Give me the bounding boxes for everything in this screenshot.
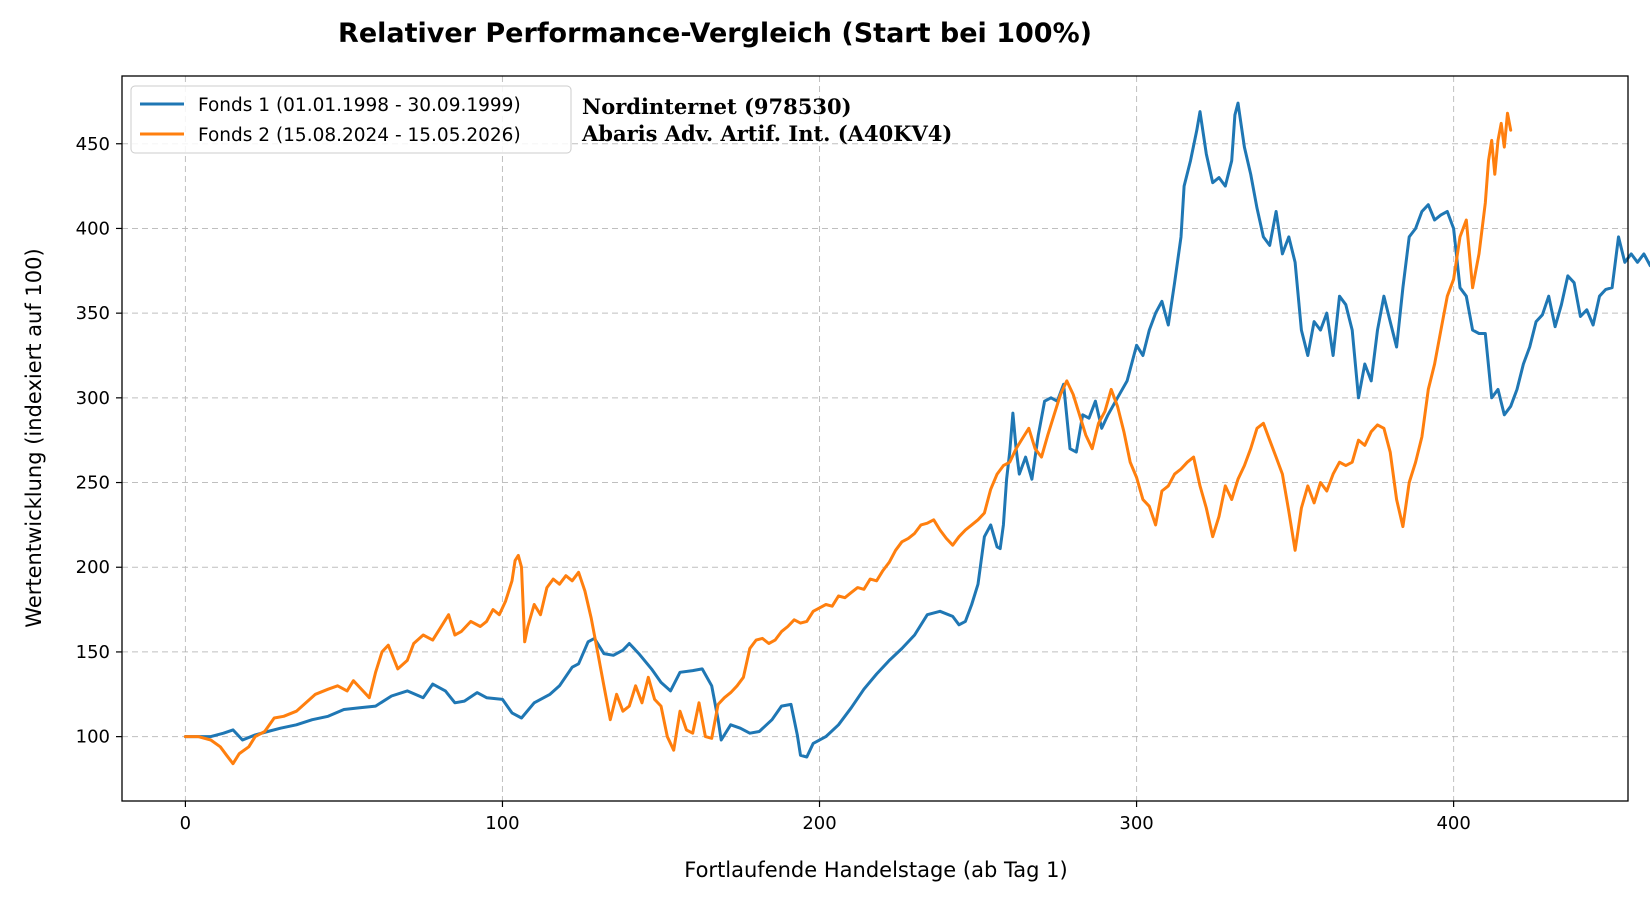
series-line-fonds-2 xyxy=(183,111,1513,766)
grid xyxy=(122,76,1628,801)
series-lines xyxy=(183,101,1650,766)
plot-frame xyxy=(121,75,1629,802)
y-tick-label: 350 xyxy=(76,303,110,324)
x-tick-label: 0 xyxy=(180,813,191,834)
x-axis-ticks: 0 100 200 300 400 xyxy=(180,801,1471,834)
legend: Fonds 1 (01.01.1998 - 30.09.1999) Fonds … xyxy=(130,85,572,154)
series-line-fonds-1 xyxy=(183,101,1650,759)
x-tick-label: 100 xyxy=(485,813,519,834)
x-axis-label: Fortlaufende Handelstage (ab Tag 1) xyxy=(684,858,1067,882)
y-tick-label: 100 xyxy=(76,727,110,748)
legend-label-fonds-2: Fonds 2 (15.08.2024 - 15.05.2026) xyxy=(198,125,521,146)
y-tick-label: 150 xyxy=(76,642,110,663)
chart-title: Relativer Performance-Vergleich (Start b… xyxy=(338,18,1092,49)
legend-box xyxy=(130,85,572,154)
x-tick-label: 300 xyxy=(1119,813,1153,834)
y-axis-label: Wertentwicklung (indexiert auf 100) xyxy=(22,248,46,627)
x-tick-label: 200 xyxy=(802,813,836,834)
fund-name-annotation-2: Abaris Adv. Artif. Int. (A40KV4) xyxy=(581,121,952,146)
y-tick-label: 450 xyxy=(76,134,110,155)
fund-name-annotation-1: Nordinternet (978530) xyxy=(582,94,852,119)
y-tick-label: 200 xyxy=(76,557,110,578)
y-tick-label: 400 xyxy=(76,218,110,239)
x-tick-label: 400 xyxy=(1436,813,1470,834)
y-tick-label: 300 xyxy=(76,388,110,409)
legend-label-fonds-1: Fonds 1 (01.01.1998 - 30.09.1999) xyxy=(198,95,521,116)
y-axis-ticks: 100 150 200 250 300 350 400 450 xyxy=(76,134,122,748)
y-tick-label: 250 xyxy=(76,473,110,494)
